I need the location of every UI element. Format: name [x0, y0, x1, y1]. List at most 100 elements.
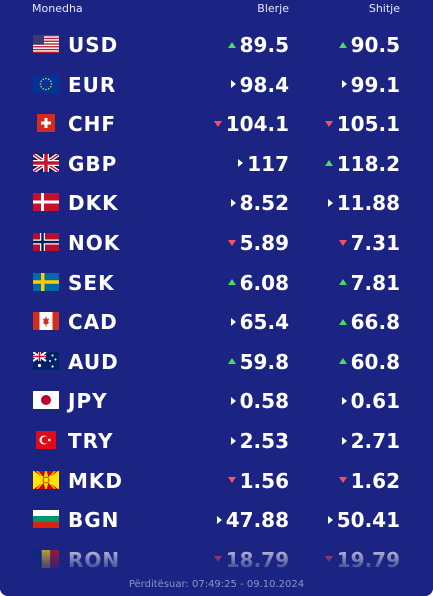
buy-rate: 47.88 — [179, 508, 289, 532]
sell-rate: 90.5 — [290, 33, 400, 57]
no-flag-icon — [33, 233, 59, 251]
trend-unchanged-icon — [327, 515, 333, 524]
currency-code: AUD — [68, 349, 119, 374]
rate-row-dkk: DKK 8.52 11.88 — [0, 183, 433, 223]
trend-unchanged-icon — [230, 198, 236, 207]
trend-unchanged-icon — [230, 396, 236, 405]
jp-flag-icon — [33, 391, 59, 410]
buy-rate: 0.58 — [179, 389, 289, 413]
currency-column-header: Monedha — [32, 2, 83, 15]
buy-rate: 1.56 — [179, 469, 289, 493]
rate-row-aud: AUD 59.8 60.8 — [0, 342, 433, 382]
trend-up-icon — [227, 279, 236, 286]
trend-down-icon — [338, 239, 347, 246]
currency-code: DKK — [68, 191, 119, 216]
gb-flag-icon — [33, 153, 59, 172]
currency-code: USD — [68, 33, 119, 57]
sell-rate-value: 11.88 — [336, 191, 400, 216]
buy-rate: 104.1 — [179, 112, 289, 136]
sell-rate-value: 105.1 — [336, 112, 400, 137]
sell-rate-value: 66.8 — [350, 310, 400, 335]
trend-unchanged-icon — [341, 436, 347, 445]
currency-code: GBP — [68, 151, 118, 176]
us-flag-icon — [33, 35, 59, 53]
rate-row-bgn: BGN 47.88 50.41 — [0, 500, 433, 540]
table-header: Monedha Blerje Shitje — [0, 0, 433, 22]
buy-rate-value: 1.56 — [239, 468, 289, 493]
bottom-fade-overlay — [0, 540, 433, 596]
buy-rate-value: 104.1 — [225, 112, 289, 137]
sell-rate-value: 90.5 — [350, 33, 400, 57]
currency-code: BGN — [68, 508, 120, 533]
rate-row-nok: NOK 5.89 7.31 — [0, 223, 433, 263]
au-flag-icon — [33, 351, 59, 370]
buy-rate: 117 — [179, 152, 289, 176]
rate-row-usd: USD 89.5 90.5 — [0, 25, 433, 65]
rate-row-cad: CAD 65.4 66.8 — [0, 302, 433, 342]
sell-rate: 7.31 — [290, 231, 400, 255]
sell-column-header: Shitje — [368, 2, 400, 15]
buy-rate-value: 8.52 — [239, 191, 289, 216]
currency-code: EUR — [68, 72, 117, 97]
currency-code: CAD — [68, 310, 118, 335]
sell-rate: 99.1 — [290, 73, 400, 97]
buy-rate-value: 59.8 — [239, 349, 289, 374]
sell-rate-value: 1.62 — [350, 468, 400, 493]
buy-rate-value: 98.4 — [239, 72, 289, 97]
trend-unchanged-icon — [230, 80, 236, 89]
mk-flag-icon — [33, 470, 59, 489]
bg-flag-icon — [33, 510, 59, 529]
trend-down-icon — [227, 477, 236, 484]
ca-flag-icon — [33, 312, 59, 331]
sell-rate-value: 118.2 — [336, 151, 400, 176]
sell-rate: 7.81 — [290, 271, 400, 295]
sell-rate: 1.62 — [290, 469, 400, 493]
currency-code: JPY — [68, 389, 108, 414]
buy-rate-value: 89.5 — [239, 33, 289, 57]
sell-rate: 11.88 — [290, 191, 400, 215]
trend-up-icon — [324, 160, 333, 167]
eu-flag-icon — [33, 74, 59, 93]
buy-rate: 5.89 — [179, 231, 289, 255]
trend-up-icon — [227, 41, 236, 48]
sell-rate-value: 2.71 — [350, 429, 400, 453]
sell-rate-value: 50.41 — [336, 508, 400, 533]
buy-rate: 8.52 — [179, 191, 289, 215]
buy-rate-value: 65.4 — [239, 310, 289, 335]
buy-rate: 65.4 — [179, 310, 289, 334]
sell-rate: 66.8 — [290, 310, 400, 334]
dk-flag-icon — [33, 193, 59, 212]
last-updated-text: Përditësuar: 07:49:25 - 09.10.2024 — [128, 579, 305, 590]
trend-up-icon — [338, 279, 347, 286]
buy-rate: 89.5 — [179, 33, 289, 57]
trend-up-icon — [338, 358, 347, 365]
buy-rate-value: 0.58 — [239, 389, 289, 414]
rate-row-mkd: MKD 1.56 1.62 — [0, 461, 433, 501]
buy-rate-value: 6.08 — [239, 270, 289, 295]
currency-code: MKD — [68, 468, 124, 493]
buy-rate: 98.4 — [179, 73, 289, 97]
trend-unchanged-icon — [230, 317, 236, 326]
sell-rate: 50.41 — [290, 508, 400, 532]
trend-down-icon — [227, 239, 236, 246]
trend-down-icon — [213, 120, 222, 127]
sell-rate: 118.2 — [290, 152, 400, 176]
rate-row-gbp: GBP 117 118.2 — [0, 144, 433, 184]
trend-unchanged-icon — [216, 515, 222, 524]
trend-up-icon — [227, 358, 236, 365]
se-flag-icon — [33, 272, 59, 291]
sell-rate-value: 60.8 — [350, 349, 400, 374]
buy-rate: 2.53 — [179, 429, 289, 453]
rate-row-try: TRY 2.53 2.71 — [0, 421, 433, 461]
trend-down-icon — [324, 120, 333, 127]
ch-flag-icon — [33, 114, 59, 133]
sell-rate: 105.1 — [290, 112, 400, 136]
currency-code: SEK — [68, 270, 115, 295]
rate-row-eur: EUR 98.4 99.1 — [0, 65, 433, 105]
trend-down-icon — [338, 477, 347, 484]
buy-rate-value: 5.89 — [239, 231, 289, 255]
trend-unchanged-icon — [238, 159, 244, 168]
rate-row-sek: SEK 6.08 7.81 — [0, 263, 433, 303]
buy-rate-value: 47.88 — [225, 508, 289, 533]
